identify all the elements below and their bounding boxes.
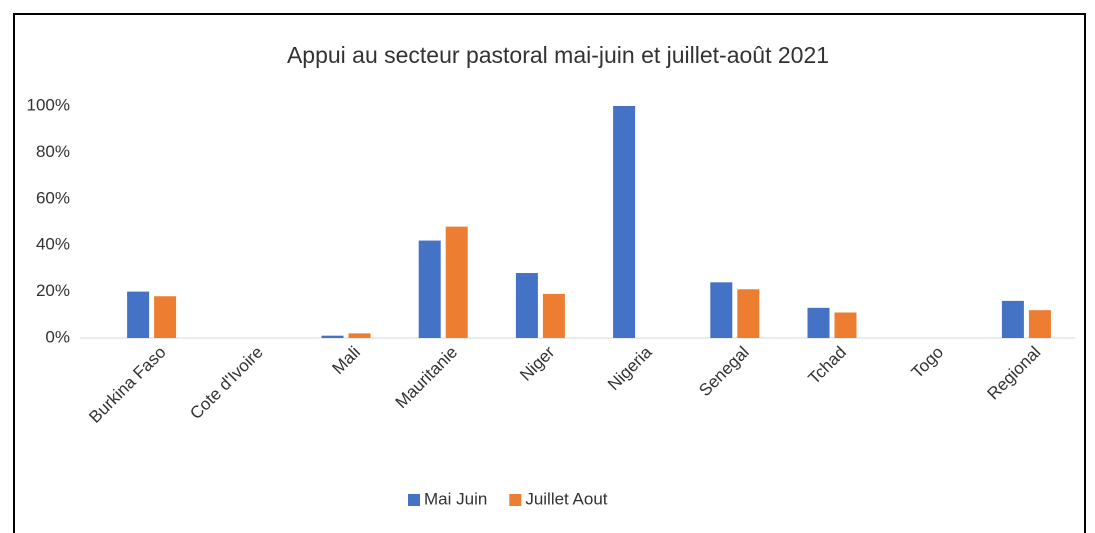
bar	[542, 293, 565, 338]
bar	[348, 333, 371, 338]
bar	[127, 291, 150, 338]
y-tick-label: 40%	[36, 235, 70, 254]
y-tick-label: 80%	[36, 142, 70, 161]
bar	[321, 335, 344, 338]
legend-label: Mai Juin	[424, 489, 487, 508]
frame	[13, 13, 1086, 533]
y-tick-label: 0%	[45, 327, 70, 346]
bar	[737, 289, 760, 338]
bar	[613, 106, 636, 338]
y-tick-label: 20%	[36, 281, 70, 300]
chart-title: Appui au secteur pastoral mai-juin et ju…	[287, 42, 829, 68]
bar	[834, 312, 857, 338]
bar	[807, 307, 830, 338]
legend-swatch	[408, 494, 420, 506]
bar	[515, 273, 538, 338]
y-tick-label: 60%	[36, 188, 70, 207]
bar	[154, 296, 177, 338]
bar	[1001, 300, 1024, 338]
y-tick-label: 100%	[27, 95, 70, 114]
bar	[445, 226, 468, 338]
legend-label: Juillet Aout	[525, 489, 607, 508]
bar	[710, 282, 733, 338]
legend-swatch	[509, 494, 522, 506]
bar	[418, 240, 441, 338]
bar	[1028, 310, 1051, 338]
